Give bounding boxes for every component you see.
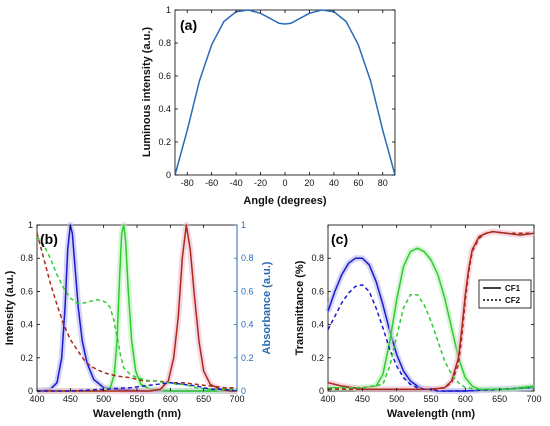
y-tick-label: 1 (28, 220, 33, 230)
x-tick-label: 0 (282, 178, 287, 188)
x-tick-label: 400 (29, 394, 44, 404)
y-tick-label: 0.4 (158, 104, 171, 114)
x-tick-label: -80 (181, 178, 194, 188)
y-tick-label: 0.6 (20, 286, 33, 296)
series-line-solid-2 (37, 224, 237, 392)
x-tick-label: 550 (129, 394, 144, 404)
panel-c-x-axis-label: Wavelength (nm) (387, 408, 476, 420)
x-tick-label: 80 (378, 178, 388, 188)
x-tick-label: 700 (526, 394, 541, 404)
x-tick-label: 650 (196, 394, 211, 404)
panel-c-label: (c) (331, 231, 348, 247)
y-tick-label: 0 (319, 386, 324, 396)
y-tick-label: 0.2 (158, 137, 171, 147)
y2-tick-label: 0.8 (241, 253, 254, 263)
panel-b-y-axis-label: Intensity (a.u.) (4, 270, 16, 345)
x-tick-label: 500 (389, 394, 404, 404)
x-tick-label: 450 (355, 394, 370, 404)
panel-a-x-axis-label: Angle (degrees) (243, 195, 326, 207)
y-tick-label: 0.4 (311, 320, 324, 330)
series-line-dashed-3 (327, 284, 535, 392)
x-tick-label: 450 (63, 394, 78, 404)
panel-c-legend: CF1 CF2 (478, 279, 532, 309)
x-tick-label: 400 (320, 394, 335, 404)
y-tick-label: 0 (166, 170, 171, 180)
panel-c-y-axis-label: Transmittance (%) (294, 260, 306, 355)
y2-tick-label: 0.4 (241, 320, 254, 330)
y-tick-label: 0.6 (158, 71, 171, 81)
y-tick-label: 0.8 (311, 253, 324, 263)
y-tick-label: 0.4 (20, 320, 33, 330)
x-tick-label: 20 (304, 178, 314, 188)
panel-b-y2-axis-label: Absorbance (a.u.) (261, 261, 273, 354)
y-tick-label: 0 (28, 386, 33, 396)
panel-b-label: (b) (40, 231, 58, 247)
x-tick-label: 500 (96, 394, 111, 404)
panel-a-plot-area (174, 9, 396, 176)
x-tick-label: 40 (329, 178, 339, 188)
y2-tick-label: 0.2 (241, 353, 254, 363)
series-line-solid-0 (174, 9, 396, 176)
x-tick-label: 550 (423, 394, 438, 404)
panel-a-label: (a) (180, 17, 197, 33)
x-tick-label: -60 (205, 178, 218, 188)
y2-tick-label: 1 (241, 220, 246, 230)
x-tick-label: 600 (163, 394, 178, 404)
x-tick-label: -40 (230, 178, 243, 188)
series-line-solid-0 (327, 257, 535, 392)
y-tick-label: 0.2 (20, 353, 33, 363)
legend-box (478, 279, 532, 309)
x-tick-label: 600 (458, 394, 473, 404)
y2-tick-label: 0 (241, 386, 246, 396)
legend-entry-label: CF2 (505, 296, 521, 305)
y-tick-label: 1 (166, 5, 171, 15)
series-line-dashed-4 (328, 293, 535, 391)
x-tick-label: 700 (229, 394, 244, 404)
legend-entry-label: CF1 (505, 284, 521, 293)
y-tick-label: 0.8 (20, 253, 33, 263)
panel-c-transmittance-chart: 400 450 500 550 600 650 700 0 0.2 0.4 0.6 0.8 (c) W… (294, 224, 542, 420)
series-line-dashed-5 (328, 230, 534, 391)
x-tick-label: -20 (254, 178, 267, 188)
x-tick-label: 650 (492, 394, 507, 404)
x-tick-label: 60 (353, 178, 363, 188)
y-tick-label: 0.2 (311, 353, 324, 363)
y-tick-label: 0.6 (311, 286, 324, 296)
series-line-dashed-5 (37, 381, 238, 392)
panel-b-x-axis-label: Wavelength (nm) (93, 408, 182, 420)
panel-a-y-axis-label: Luminous intensity (a.u.) (141, 27, 153, 158)
y2-tick-label: 0.6 (241, 286, 254, 296)
y-tick-label: 0.8 (158, 38, 171, 48)
